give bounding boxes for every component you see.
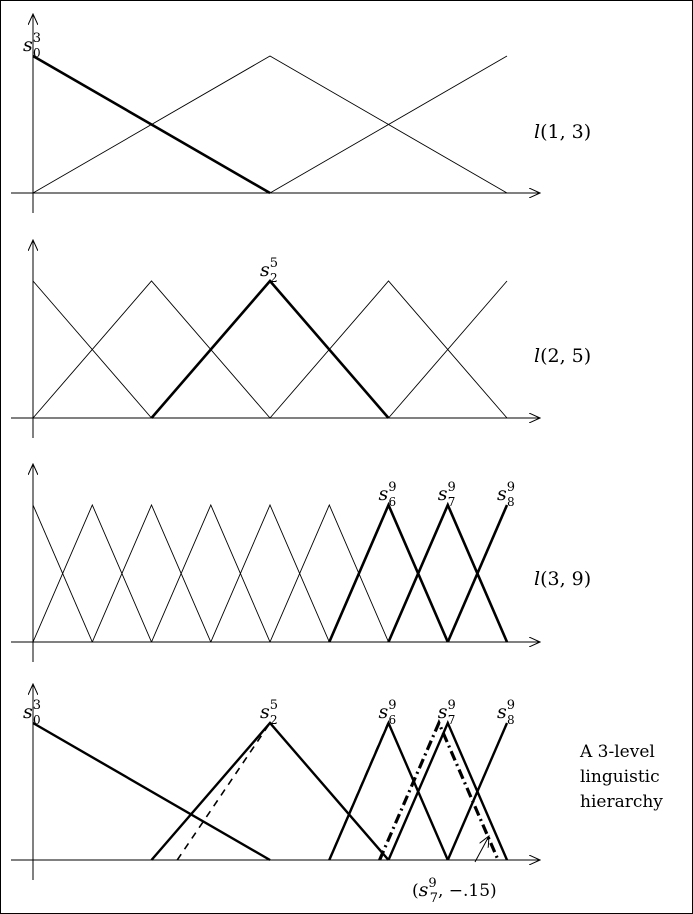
hierarchy-caption-line2: linguistic bbox=[580, 767, 660, 787]
membership-function-9-5 bbox=[269, 503, 389, 643]
hierarchy-label-s7-9: s9 7 bbox=[438, 698, 456, 727]
hierarchy-caption-line3: hierarchy bbox=[580, 792, 663, 812]
level-label-l25: l(2, 5) bbox=[534, 345, 591, 367]
term-label-s8-9: s9 8 bbox=[497, 480, 515, 509]
hierarchy-label-s0-3: s3 0 bbox=[23, 698, 41, 727]
membership-function-9-3 bbox=[151, 503, 271, 643]
annotation-pointer bbox=[474, 836, 489, 863]
panel-hierarchy: s3 0 s5 2 s9 6 s9 7 s9 8 bbox=[11, 684, 540, 880]
membership-function-3-1 bbox=[32, 55, 508, 194]
translated-term bbox=[378, 718, 500, 861]
membership-function-5-4 bbox=[388, 280, 508, 419]
hierarchy-label-s6-9: s9 6 bbox=[379, 698, 397, 727]
panel-l-2-5: s5 2 bbox=[11, 240, 540, 438]
membership-function-9-6 bbox=[328, 501, 449, 643]
membership-function-9-8 bbox=[446, 504, 509, 643]
hierarchy-caption-line1: A 3-level bbox=[579, 742, 655, 762]
membership-function-9-1 bbox=[32, 503, 152, 643]
annotation-label: (s9 7, −.15) bbox=[412, 876, 497, 906]
membership-function-5-2 bbox=[150, 279, 390, 419]
membership-function-9-7 bbox=[387, 501, 509, 643]
membership-function-9-4 bbox=[210, 503, 330, 643]
term-label-s0-3: s3 0 bbox=[23, 31, 41, 60]
hierarchy-label-s2-5: s5 2 bbox=[260, 698, 278, 727]
hierarchy-label-s8-9: s9 8 bbox=[497, 698, 515, 727]
membership-function-5-3 bbox=[269, 280, 508, 419]
panel-l-3-9: s9 6 s9 7 s9 8 bbox=[11, 464, 540, 662]
level-label-l13: l(1, 3) bbox=[534, 121, 591, 143]
level-label-l39: l(3, 9) bbox=[534, 568, 591, 590]
hierarchy-term-9-6 bbox=[328, 719, 449, 861]
membership-function-5-1 bbox=[32, 280, 271, 419]
membership-function-3-2 bbox=[269, 55, 508, 194]
hierarchy-term-3-0 bbox=[32, 721, 271, 862]
term-label-s2-5: s5 2 bbox=[260, 256, 278, 285]
hierarchy-term-9-7 bbox=[387, 719, 509, 861]
term-label-s6-9: s9 6 bbox=[379, 480, 397, 509]
membership-function-9-2 bbox=[91, 503, 212, 643]
panel-l-1-3: s3 0 bbox=[11, 14, 540, 213]
hierarchy-term-5-2 bbox=[150, 721, 390, 861]
term-label-s7-9: s9 7 bbox=[438, 480, 456, 509]
hierarchy-term-9-8 bbox=[446, 722, 509, 861]
dashed-edge-0 bbox=[176, 722, 271, 861]
